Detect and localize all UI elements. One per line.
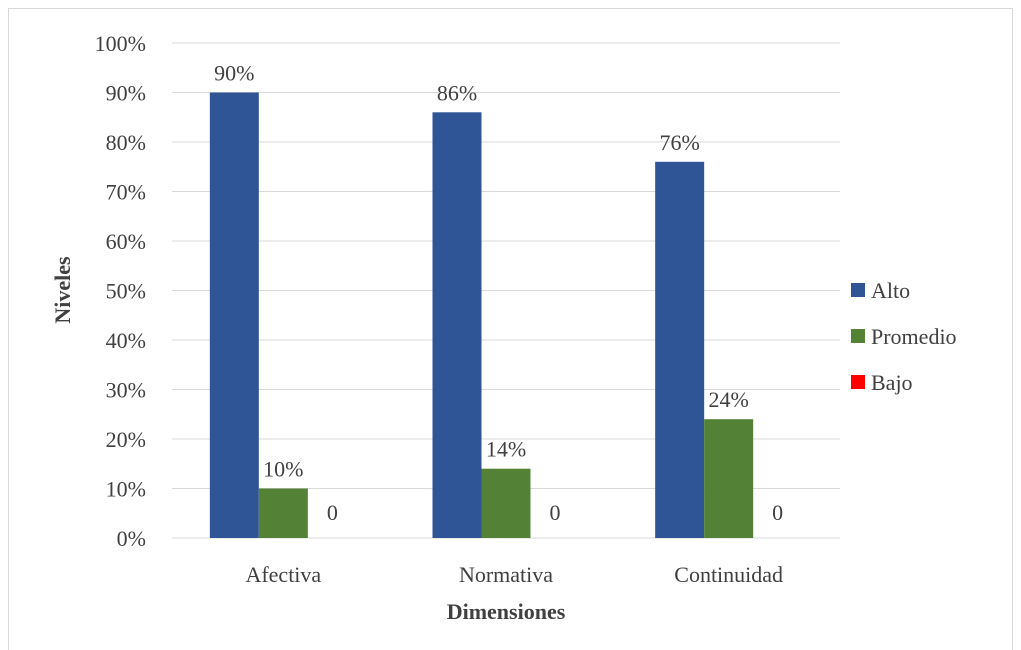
bar-alto-afectiva [209, 92, 259, 538]
data-label: 0 [550, 500, 561, 525]
data-label: 86% [437, 80, 477, 105]
legend-label-bajo: Bajo [871, 370, 913, 395]
legend-label-promedio: Promedio [871, 324, 957, 349]
data-label: 0 [772, 500, 783, 525]
legend-swatch-promedio [851, 329, 865, 343]
data-label: 10% [263, 457, 303, 482]
bar-alto-normativa [432, 112, 482, 539]
y-tick-label: 40% [106, 328, 146, 353]
data-labels: 90% 10% 0 86% 14% 0 76% 24% 0 [214, 61, 783, 526]
legend-swatch-alto [851, 283, 865, 297]
data-label: 90% [214, 61, 254, 86]
y-tick-label: 60% [106, 229, 146, 254]
data-label: 76% [660, 130, 700, 155]
bar-alto-continuidad [655, 161, 705, 539]
y-tick-label: 50% [106, 279, 146, 304]
data-label: 24% [709, 387, 749, 412]
chart-frame [8, 8, 1013, 650]
bars [209, 92, 754, 539]
legend: Alto Promedio Bajo [851, 278, 957, 395]
x-tick-label: Continuidad [674, 562, 783, 587]
x-tick-label: Normativa [459, 562, 553, 587]
data-label: 14% [486, 437, 526, 462]
y-tick-label: 70% [106, 180, 146, 205]
y-axis-ticks: 0% 10% 20% 30% 40% 50% 60% 70% 80% 90% 100% [95, 31, 146, 551]
data-label: 0 [327, 500, 338, 525]
bar-promedio-continuidad [704, 419, 754, 538]
x-axis-ticks: Afectiva Normativa Continuidad [245, 562, 783, 587]
y-axis-title: Niveles [50, 256, 75, 324]
x-axis-title: Dimensiones [447, 599, 566, 624]
y-tick-label: 90% [106, 81, 146, 106]
bar-promedio-afectiva [258, 488, 308, 538]
y-tick-label: 100% [95, 31, 146, 56]
y-tick-label: 30% [106, 378, 146, 403]
x-tick-label: Afectiva [245, 562, 321, 587]
legend-swatch-bajo [851, 375, 865, 389]
y-tick-label: 10% [106, 477, 146, 502]
y-tick-label: 0% [117, 526, 146, 551]
y-tick-label: 80% [106, 130, 146, 155]
legend-label-alto: Alto [871, 278, 910, 303]
y-tick-label: 20% [106, 427, 146, 452]
bar-promedio-normativa [481, 468, 531, 538]
